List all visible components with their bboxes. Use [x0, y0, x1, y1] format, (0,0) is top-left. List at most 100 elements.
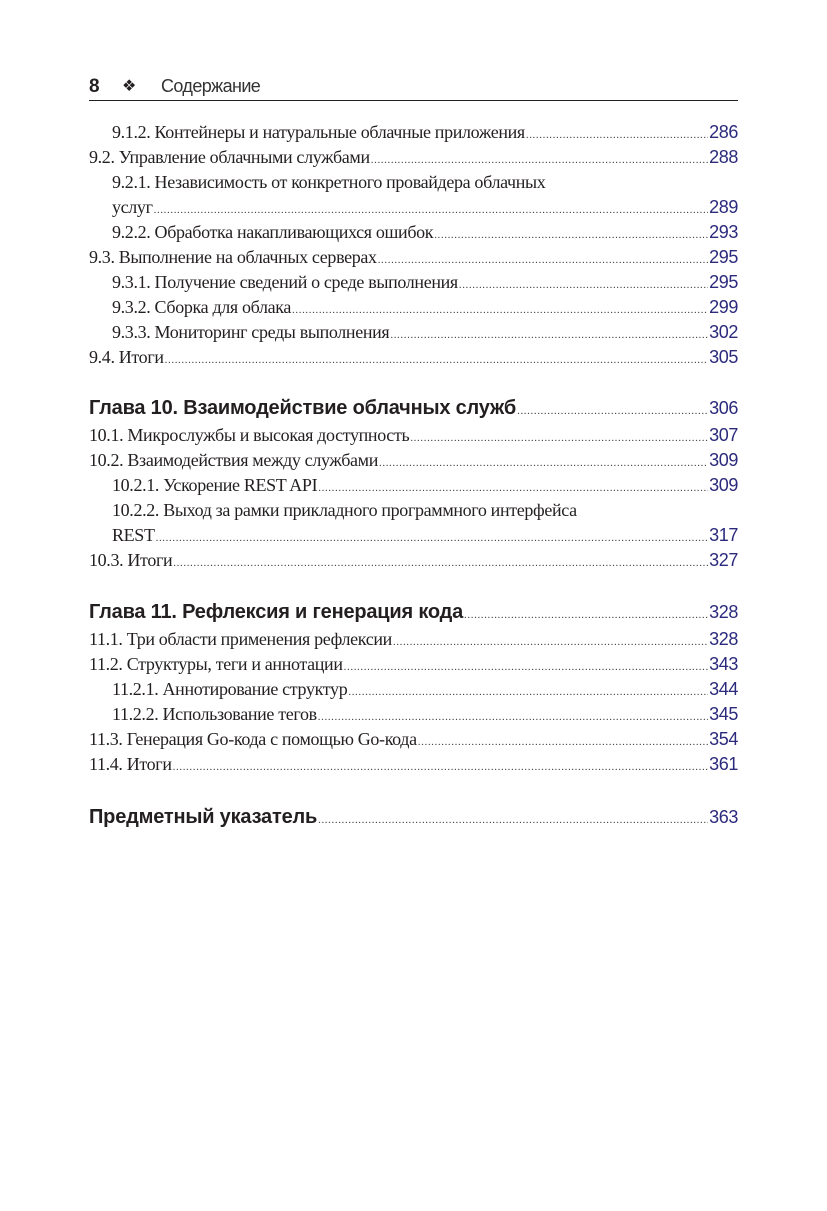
entry-page-number[interactable]: 345 [709, 704, 738, 724]
entry-title-continuation: REST [112, 525, 155, 545]
entry-title-continuation: услуг [112, 197, 153, 217]
toc-entry[interactable]: 9.3. Выполнение на облачных серверах 295 [89, 247, 738, 272]
toc-chapter-entry[interactable]: Глава 10. Взаимодействие облачных служб 3… [89, 397, 738, 425]
dot-leader [344, 661, 709, 673]
entry-page-number[interactable]: 288 [709, 147, 738, 167]
section-gap [89, 372, 738, 397]
entry-title: 9.1.2. Контейнеры и натуральные облачные… [112, 122, 525, 142]
toc-entry[interactable]: 9.2. Управление облачными службами 288 [89, 147, 738, 172]
dot-leader [459, 279, 708, 291]
entry-title: 11.1. Три области применения рефлексии [89, 629, 392, 649]
entry-page-number[interactable]: 305 [709, 347, 738, 367]
dot-leader [318, 814, 708, 826]
entry-page-number[interactable]: 289 [709, 197, 738, 217]
entry-page-number[interactable]: 295 [709, 247, 738, 267]
dot-leader [434, 229, 708, 241]
entry-page-number[interactable]: 354 [709, 729, 738, 749]
entry-title: 11.3. Генерация Go-кода с помощью Go-код… [89, 729, 417, 749]
entry-page-number[interactable]: 327 [709, 550, 738, 570]
running-header: 8 ❖ Содержание [89, 74, 738, 101]
entry-title: 10.2.2. Выход за рамки прикладного прогр… [112, 500, 577, 520]
entry-title: Глава 10. Взаимодействие облачных служб [89, 397, 517, 419]
dot-leader [165, 354, 709, 366]
toc-entry[interactable]: 11.4. Итоги 361 [89, 754, 738, 779]
entry-title: Глава 11. Рефлексия и генерация кода [89, 601, 464, 623]
dot-leader [371, 154, 708, 166]
entry-page-number[interactable]: 306 [709, 398, 738, 418]
entry-title: 9.3.2. Сборка для облака [112, 297, 292, 317]
toc-entry[interactable]: 10.2.1. Ускорение REST API 309 [89, 475, 738, 500]
entry-page-number[interactable]: 307 [709, 425, 738, 445]
entry-title: 10.1. Микрослужбы и высокая доступность [89, 425, 410, 445]
toc-entry[interactable]: 9.2.2. Обработка накапливающихся ошибок 2… [89, 222, 738, 247]
entry-page-number[interactable]: 286 [709, 122, 738, 142]
section-gap [89, 779, 738, 806]
entry-title: 9.2. Управление облачными службами [89, 147, 370, 167]
entry-page-number[interactable]: 363 [709, 807, 738, 827]
toc-entry[interactable]: 9.4. Итоги 305 [89, 347, 738, 372]
toc-entry[interactable]: 9.3.3. Мониторинг среды выполнения 302 [89, 322, 738, 347]
dot-leader [173, 761, 709, 773]
section-gap [89, 575, 738, 601]
ornament-icon: ❖ [122, 76, 137, 95]
toc-entry[interactable]: 9.1.2. Контейнеры и натуральные облачные… [89, 122, 738, 147]
entry-title: 9.3.3. Мониторинг среды выполнения [112, 322, 390, 342]
entry-page-number[interactable]: 293 [709, 222, 738, 242]
dot-leader [418, 736, 708, 748]
dot-leader [378, 254, 708, 266]
toc-entry[interactable]: 10.3. Итоги 327 [89, 550, 738, 575]
entry-title: 10.3. Итоги [89, 550, 173, 570]
toc-entry[interactable]: 10.1. Микрослужбы и высокая доступность 3… [89, 425, 738, 450]
toc-entry[interactable]: 11.2. Структуры, теги и аннотации 343 [89, 654, 738, 679]
dot-leader [393, 636, 708, 648]
entry-page-number[interactable]: 328 [709, 629, 738, 649]
dot-leader [348, 686, 708, 698]
dot-leader [154, 204, 709, 216]
toc-entry-line2[interactable]: REST 317 [89, 525, 738, 550]
entry-page-number[interactable]: 299 [709, 297, 738, 317]
entry-page-number[interactable]: 317 [709, 525, 738, 545]
entry-title: 10.2. Взаимодействия между службами [89, 450, 378, 470]
dot-leader [318, 711, 708, 723]
entry-page-number[interactable]: 343 [709, 654, 738, 674]
entry-page-number[interactable]: 309 [709, 450, 738, 470]
dot-leader [526, 129, 708, 141]
toc-entry[interactable]: 11.2.2. Использование тегов 345 [89, 704, 738, 729]
toc-entry[interactable]: 11.1. Три области применения рефлексии 32… [89, 629, 738, 654]
entry-title: 9.2.1. Независимость от конкретного пров… [112, 172, 546, 192]
toc-entry[interactable]: 10.2. Взаимодействия между службами 309 [89, 450, 738, 475]
page-number: 8 [89, 76, 100, 97]
toc-chapter-entry[interactable]: Предметный указатель 363 [89, 806, 738, 834]
entry-title: 9.2.2. Обработка накапливающихся ошибок [112, 222, 434, 242]
dot-leader [156, 532, 709, 544]
entry-title: 11.2. Структуры, теги и аннотации [89, 654, 343, 674]
entry-page-number[interactable]: 295 [709, 272, 738, 292]
entry-page-number[interactable]: 344 [709, 679, 738, 699]
dot-leader [173, 557, 708, 569]
entry-title: 10.2.1. Ускорение REST API [112, 475, 318, 495]
dot-leader [390, 329, 708, 341]
toc-entry-line1[interactable]: 10.2.2. Выход за рамки прикладного прогр… [89, 500, 738, 525]
dot-leader [517, 405, 708, 417]
table-of-contents: 9.1.2. Контейнеры и натуральные облачные… [89, 122, 738, 834]
dot-leader [292, 304, 708, 316]
entry-title: 9.4. Итоги [89, 347, 164, 367]
entry-title: 11.2.1. Аннотирование структур [112, 679, 348, 699]
toc-entry-line1[interactable]: 9.2.1. Независимость от конкретного пров… [89, 172, 738, 197]
toc-entry[interactable]: 11.2.1. Аннотирование структур 344 [89, 679, 738, 704]
header-title: Содержание [161, 76, 261, 96]
entry-title: Предметный указатель [89, 806, 318, 828]
entry-page-number[interactable]: 309 [709, 475, 738, 495]
dot-leader [464, 609, 708, 621]
toc-chapter-entry[interactable]: Глава 11. Рефлексия и генерация кода 328 [89, 601, 738, 629]
entry-title: 11.4. Итоги [89, 754, 172, 774]
toc-entry[interactable]: 9.3.2. Сборка для облака 299 [89, 297, 738, 322]
toc-entry[interactable]: 9.3.1. Получение сведений о среде выполн… [89, 272, 738, 297]
dot-leader [379, 457, 708, 469]
toc-entry[interactable]: 11.3. Генерация Go-кода с помощью Go-код… [89, 729, 738, 754]
entry-title: 9.3.1. Получение сведений о среде выполн… [112, 272, 458, 292]
entry-page-number[interactable]: 302 [709, 322, 738, 342]
toc-entry-line2[interactable]: услуг 289 [89, 197, 738, 222]
entry-page-number[interactable]: 328 [709, 602, 738, 622]
entry-page-number[interactable]: 361 [709, 754, 738, 774]
